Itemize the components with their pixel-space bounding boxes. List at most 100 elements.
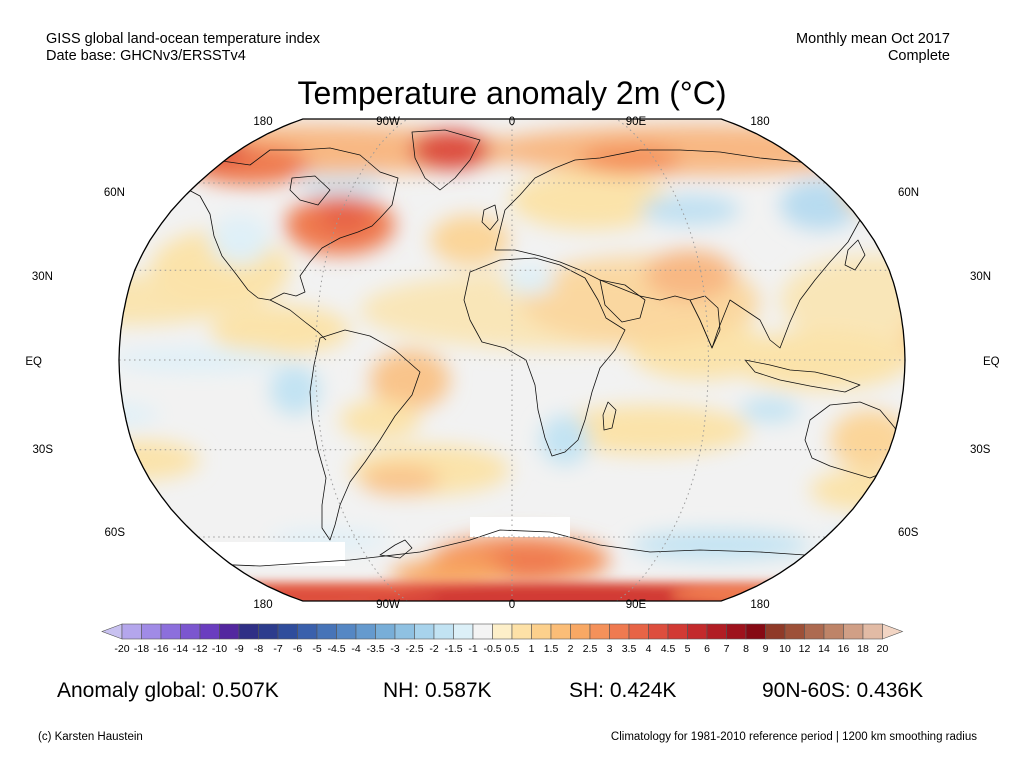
colorbar-label: -7 <box>273 643 282 655</box>
stat-nh: NH: 0.587K <box>383 679 492 702</box>
antarctica-outline <box>119 529 905 567</box>
colorbar-cell <box>609 623 630 640</box>
colorbar-label: -5 <box>312 643 321 655</box>
stat-global: Anomaly global: 0.507K <box>57 679 279 702</box>
colorbar-cell <box>453 623 474 640</box>
colorbar-cell <box>258 623 279 640</box>
colorbar-label: -0.5 <box>483 643 501 655</box>
colorbar-label: -3.5 <box>366 643 384 655</box>
colorbar-cell <box>394 623 415 640</box>
colorbar-label: 18 <box>857 643 869 655</box>
colorbar-cell <box>141 623 162 640</box>
uk-outline <box>481 204 499 231</box>
lon-label: 90E <box>626 599 647 611</box>
colorbar-label: 20 <box>877 643 889 655</box>
colorbar-cell <box>472 623 493 640</box>
colorbar-cell <box>804 623 825 640</box>
colorbar-label: 1.5 <box>544 643 559 655</box>
colorbar-label: 2 <box>568 643 574 655</box>
colorbar-label: -8 <box>254 643 263 655</box>
map-title: Temperature anomaly 2m (°C) <box>297 75 727 111</box>
colorbar-label: 12 <box>799 643 811 655</box>
colorbar-cell <box>687 623 708 640</box>
colorbar-label: 16 <box>838 643 850 655</box>
colorbar-cell <box>238 623 259 640</box>
colorbar-cell <box>862 623 883 640</box>
colorbar-cell <box>667 623 688 640</box>
lat-label: 30N <box>970 271 991 283</box>
madagascar <box>602 401 617 431</box>
colorbar-cell <box>570 623 591 640</box>
colorbar-label: -18 <box>134 643 149 655</box>
lon-label: 180 <box>750 116 769 128</box>
colorbar-label: -1.5 <box>444 643 462 655</box>
colorbar-cell <box>550 623 571 640</box>
colorbar-label: 0.5 <box>505 643 520 655</box>
colorbar-label: 3.5 <box>622 643 637 655</box>
lon-label: 90W <box>376 599 400 611</box>
colorbar-label: 6 <box>704 643 710 655</box>
lat-label: 60S <box>105 527 126 539</box>
coastlines <box>119 129 905 567</box>
lon-label: 180 <box>253 116 272 128</box>
colorbar-cell <box>823 623 844 640</box>
colorbar-label: -1 <box>468 643 477 655</box>
stat-polar: 90N-60S: 0.436K <box>762 679 924 702</box>
copyright: (c) Karsten Haustein <box>38 731 143 743</box>
lon-label: 0 <box>509 116 515 128</box>
lon-label: 90W <box>376 116 400 128</box>
colorbar-cell <box>648 623 669 640</box>
completeness-label: Complete <box>887 48 950 64</box>
lat-labels-right: 60N 30N EQ 30S 60S <box>898 187 1000 539</box>
lat-label: 30S <box>970 444 991 456</box>
colorbar-label: -9 <box>234 643 243 655</box>
lat-label: EQ <box>983 356 1000 368</box>
colorbar-cell <box>492 623 513 640</box>
lon-labels-top: 180 90W 0 90E 180 <box>253 116 769 128</box>
anomaly-field <box>119 125 905 590</box>
colorbar-cell <box>297 623 318 640</box>
lat-label: EQ <box>25 356 42 368</box>
colorbar-cell <box>589 623 610 640</box>
colorbar-cell <box>726 623 747 640</box>
colorbar-cell <box>745 623 766 640</box>
indonesia-outline <box>744 359 861 393</box>
colorbar-label: -16 <box>153 643 168 655</box>
japan-outline <box>844 239 866 271</box>
lat-label: 60S <box>898 527 919 539</box>
colorbar-label: 10 <box>779 643 791 655</box>
colorbar-cell <box>121 623 142 640</box>
colorbar-label: 4.5 <box>661 643 676 655</box>
lat-labels-left: 60N 30N EQ 30S 60S <box>25 187 125 539</box>
colorbar-cell <box>219 623 240 640</box>
colorbar-label: 8 <box>743 643 749 655</box>
lon-label: 180 <box>253 599 272 611</box>
colorbar-label: -12 <box>192 643 207 655</box>
greenland-outline <box>411 129 481 191</box>
lat-label: 60N <box>898 187 919 199</box>
hudson-bay <box>289 175 331 206</box>
dataset-name: GISS global land-ocean temperature index <box>46 31 321 47</box>
colorbar-label: 1 <box>529 643 535 655</box>
colorbar-cell <box>531 623 552 640</box>
colorbar-cell <box>355 623 376 640</box>
lon-label: 90E <box>626 116 647 128</box>
antarctic-peninsula <box>379 539 413 559</box>
colorbar-cell <box>316 623 337 640</box>
central-america <box>269 299 327 341</box>
colorbar-cell <box>765 623 786 640</box>
colorbar-label: 3 <box>607 643 613 655</box>
colorbar-label: -6 <box>293 643 302 655</box>
colorbar-cell <box>784 623 805 640</box>
africa-outline <box>463 257 626 457</box>
dataset-info: GISS global land-ocean temperature index… <box>46 31 320 65</box>
lat-label: 30S <box>33 444 54 456</box>
colorbar-cell <box>336 623 357 640</box>
period-info: Monthly mean Oct 2017 Complete <box>796 31 950 65</box>
south-america-outline <box>309 329 421 541</box>
lon-label: 0 <box>509 599 515 611</box>
reference-note: Climatology for 1981-2010 reference peri… <box>610 731 977 743</box>
database-name: Date base: GHCNv3/ERSSTv4 <box>46 48 246 64</box>
colorbar-label: -20 <box>114 643 129 655</box>
